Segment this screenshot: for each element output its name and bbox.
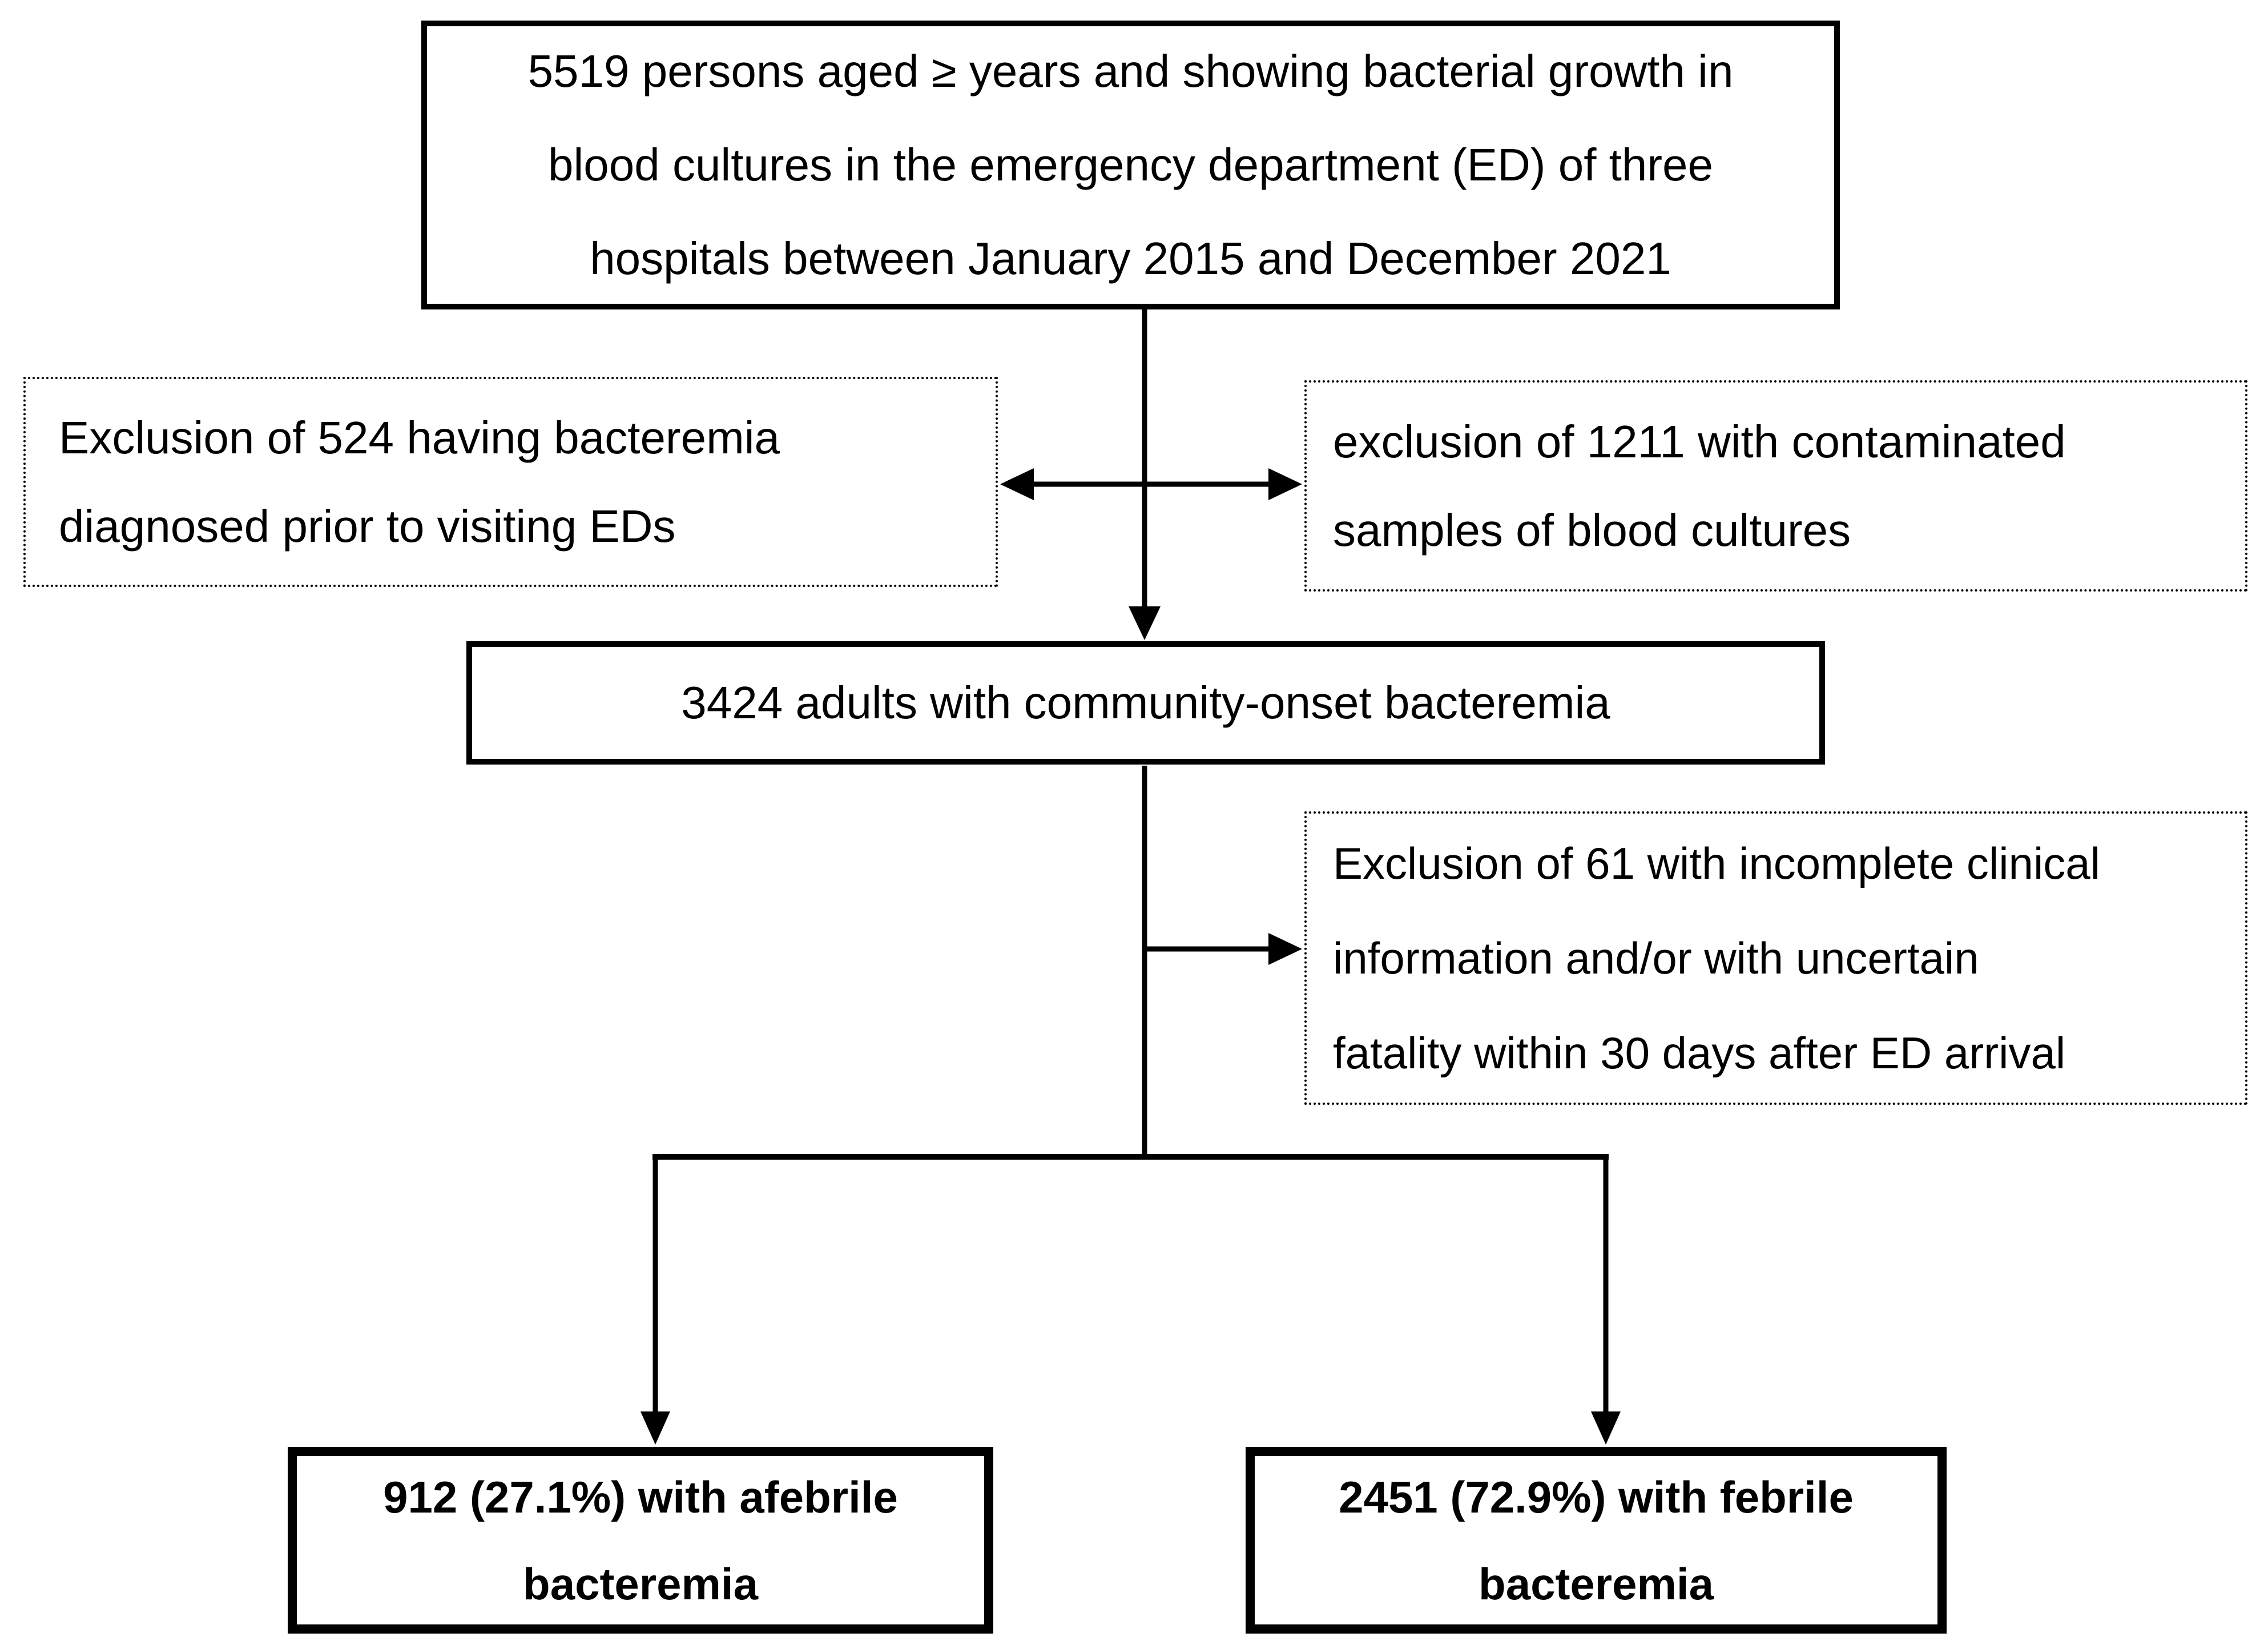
box-exclusion-contaminated-samples: exclusion of 1211 with contaminated samp… — [1304, 380, 2247, 592]
arrow-to-febrile — [1591, 1155, 1621, 1445]
arrow-to-exclusion-prior-and-contaminated — [1000, 468, 1302, 500]
box-exclusion-prior-bacteremia: Exclusion of 524 having bacteremia diagn… — [23, 377, 998, 587]
box-afebrile-bacteremia: 912 (27.1%) with afebrile bacteremia — [288, 1447, 993, 1634]
box-enrollment: 5519 persons aged ≥ years and showing ba… — [421, 21, 1840, 309]
box-exclusion-incomplete-info: Exclusion of 61 with incomplete clinical… — [1304, 811, 2247, 1105]
arrow-to-exclusion-incomplete — [1145, 933, 1302, 965]
arrow-enrollment-to-cohort — [1129, 309, 1161, 640]
box-cohort-community-onset: 3424 adults with community-onset bactere… — [466, 641, 1825, 765]
box-febrile-bacteremia: 2451 (72.9%) with febrile bacteremia — [1246, 1447, 1947, 1634]
arrow-to-afebrile — [640, 1155, 670, 1445]
